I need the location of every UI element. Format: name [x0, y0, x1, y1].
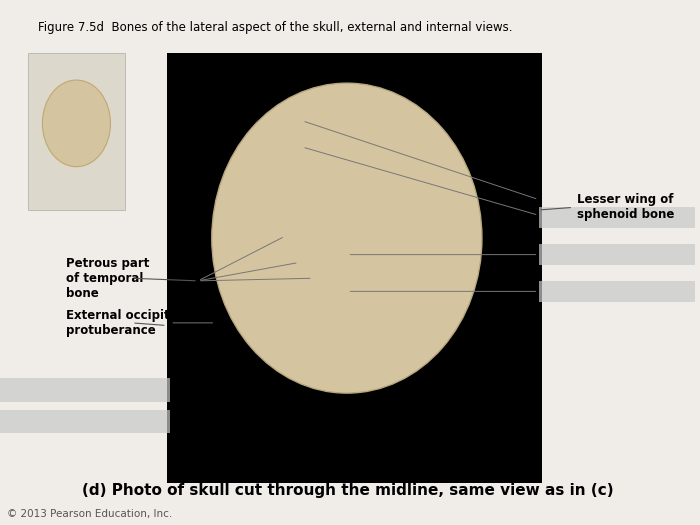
Text: External occipital
protuberance: External occipital protuberance — [66, 309, 181, 337]
Text: Petrous part
of temporal
bone: Petrous part of temporal bone — [66, 257, 149, 300]
FancyBboxPatch shape — [167, 52, 542, 483]
Text: Lesser wing of
sphenoid bone: Lesser wing of sphenoid bone — [577, 193, 674, 222]
Text: Figure 7.5d  Bones of the lateral aspect of the skull, external and internal vie: Figure 7.5d Bones of the lateral aspect … — [38, 21, 512, 34]
FancyBboxPatch shape — [0, 410, 170, 433]
FancyBboxPatch shape — [538, 244, 695, 265]
FancyBboxPatch shape — [538, 281, 695, 302]
FancyBboxPatch shape — [28, 52, 125, 210]
Text: © 2013 Pearson Education, Inc.: © 2013 Pearson Education, Inc. — [7, 509, 172, 519]
Ellipse shape — [43, 80, 111, 167]
Text: (d) Photo of skull cut through the midline, same view as in (c): (d) Photo of skull cut through the midli… — [82, 484, 613, 498]
Ellipse shape — [212, 83, 482, 393]
FancyBboxPatch shape — [0, 378, 170, 402]
FancyBboxPatch shape — [538, 207, 695, 228]
